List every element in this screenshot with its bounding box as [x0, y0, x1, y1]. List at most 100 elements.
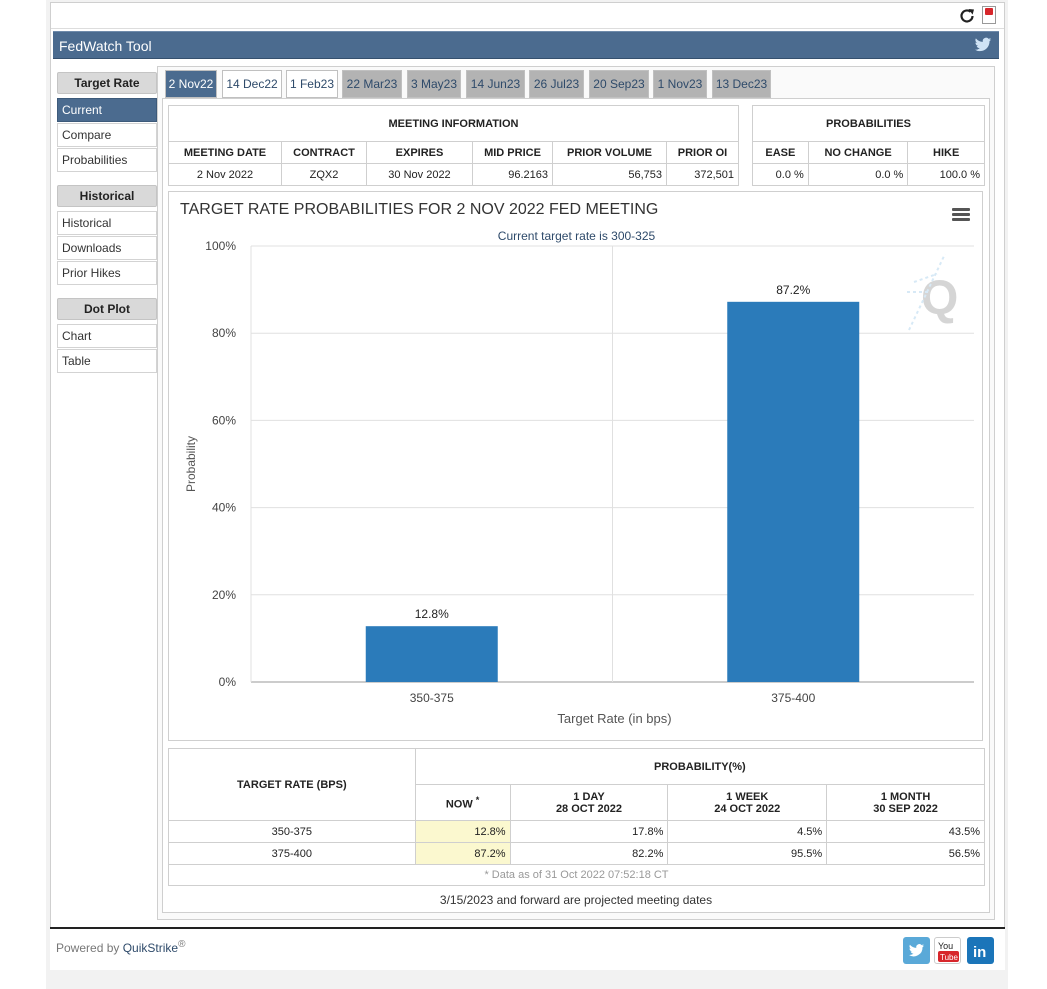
y-tick-label: 20%	[212, 588, 236, 602]
sidebar-item-current[interactable]: Current	[57, 98, 157, 122]
tab-14-jun23[interactable]: 14 Jun23	[466, 70, 525, 98]
projected-dates-note: 3/15/2023 and forward are projected meet…	[439, 893, 713, 907]
y-axis-label: Probability	[184, 436, 198, 492]
sidebar-item-probabilities[interactable]: Probabilities	[57, 148, 157, 172]
tab-3-may23[interactable]: 3 May23	[407, 70, 461, 98]
one-week-cell: 4.5%	[667, 820, 828, 843]
svg-text:Q: Q	[921, 272, 958, 325]
tab-26-jul23[interactable]: 26 Jul23	[529, 70, 584, 98]
sidebar: Target Rate Current Compare Probabilitie…	[57, 68, 157, 374]
top-toolbar	[51, 3, 1004, 29]
footer: Powered by QuikStrike® You Tube in	[50, 927, 1005, 970]
bar	[365, 626, 498, 682]
prior-oi-value: 372,501	[666, 163, 739, 186]
prior-volume-value: 56,753	[552, 163, 667, 186]
col-mid-price: MID PRICE	[472, 141, 553, 164]
contract-value: ZQX2	[281, 163, 367, 186]
tab-14-dec22[interactable]: 14 Dec22	[222, 70, 282, 98]
twitter-icon[interactable]	[974, 37, 992, 53]
linkedin-icon[interactable]: in	[967, 937, 994, 964]
sidebar-item-chart[interactable]: Chart	[57, 324, 157, 348]
tab-20-sep23[interactable]: 20 Sep23	[589, 70, 649, 98]
y-tick-label: 40%	[212, 501, 236, 515]
sidebar-item-prior-hikes[interactable]: Prior Hikes	[57, 261, 157, 285]
y-tick-label: 100%	[205, 239, 236, 253]
y-tick-label: 0%	[219, 675, 237, 689]
one-month-cell: 43.5%	[826, 820, 985, 843]
tab-22-mar23[interactable]: 22 Mar23	[342, 70, 402, 98]
sidebar-item-downloads[interactable]: Downloads	[57, 236, 157, 260]
one-month-header: 1 MONTH 30 SEP 2022	[826, 784, 985, 821]
rate-cell: 350-375	[168, 820, 416, 843]
now-cell: 87.2%	[414, 842, 511, 865]
no-change-value: 0.0 %	[807, 163, 909, 186]
col-expires: EXPIRES	[366, 141, 473, 164]
col-contract: CONTRACT	[281, 141, 367, 164]
col-prior-oi: PRIOR OI	[666, 141, 739, 164]
now-header: NOW *	[414, 784, 511, 821]
sidebar-item-historical[interactable]: Historical	[57, 211, 157, 235]
svg-text:Tube: Tube	[940, 953, 958, 962]
twitter-footer-icon[interactable]	[903, 937, 930, 964]
sidebar-heading-historical: Historical	[57, 185, 157, 207]
sidebar-item-table[interactable]: Table	[57, 349, 157, 373]
expires-value: 30 Nov 2022	[366, 163, 473, 186]
svg-text:You: You	[938, 941, 953, 951]
probability-table: TARGET RATE (BPS) PROBABILITY(%) NOW * 1…	[168, 748, 986, 865]
tab-1-nov23[interactable]: 1 Nov23	[653, 70, 707, 98]
sidebar-item-compare[interactable]: Compare	[57, 123, 157, 147]
one-day-cell: 82.2%	[509, 842, 669, 865]
bar	[727, 301, 860, 682]
meeting-date-value: 2 Nov 2022	[168, 163, 282, 186]
data-label: 12.8%	[415, 607, 449, 621]
chart-title: TARGET RATE PROBABILITIES FOR 2 NOV 2022…	[180, 201, 659, 218]
target-rate-header: TARGET RATE (BPS)	[168, 748, 416, 821]
tab-1-feb23[interactable]: 1 Feb23	[286, 70, 338, 98]
svg-text:in: in	[973, 944, 986, 961]
col-meeting-date: MEETING DATE	[168, 141, 282, 164]
one-week-header: 1 WEEK 24 OCT 2022	[667, 784, 828, 821]
sidebar-heading-target-rate: Target Rate	[57, 72, 157, 94]
col-no-change: NO CHANGE	[807, 141, 909, 164]
data-label: 87.2%	[776, 283, 810, 297]
ease-value: 0.0 %	[752, 163, 809, 186]
app-title: FedWatch Tool	[59, 38, 152, 54]
pdf-icon[interactable]	[982, 6, 996, 24]
meeting-info-table: MEETING INFORMATION MEETING DATE CONTRAC…	[168, 105, 739, 186]
probabilities-table: PROBABILITIES EASE NO CHANGE HIKE 0.0 % …	[752, 105, 985, 186]
data-timestamp-note: * Data as of 31 Oct 2022 07:52:18 CT	[168, 864, 985, 886]
mid-price-value: 96.2163	[472, 163, 553, 186]
bar-chart: Q 0% 20% 40% 60% 80% 100% 12.8% 350-375 87.2% 375…	[184, 239, 974, 726]
one-month-cell: 56.5%	[826, 842, 985, 865]
hike-value: 100.0 %	[907, 163, 985, 186]
table-row: 375-400 87.2% 82.2% 95.5% 56.5%	[168, 842, 985, 865]
chart-subtitle: Current target rate is 300-325	[497, 229, 656, 243]
sidebar-heading-dot-plot: Dot Plot	[57, 298, 157, 320]
col-ease: EASE	[752, 141, 809, 164]
app-titlebar: FedWatch Tool	[53, 31, 999, 59]
chart-container: TARGET RATE PROBABILITIES FOR 2 NOV 2022…	[168, 191, 983, 741]
one-day-header: 1 DAY 28 OCT 2022	[509, 784, 669, 821]
powered-by: Powered by QuikStrike®	[56, 939, 186, 955]
x-tick-label: 350-375	[410, 691, 454, 705]
y-tick-label: 60%	[212, 413, 236, 427]
one-day-cell: 17.8%	[509, 820, 669, 843]
probabilities-heading: PROBABILITIES	[752, 105, 985, 142]
meeting-info-heading: MEETING INFORMATION	[168, 105, 739, 142]
one-week-cell: 95.5%	[667, 842, 828, 865]
quikstrike-logo: Q	[907, 253, 958, 331]
col-hike: HIKE	[907, 141, 985, 164]
now-cell: 12.8%	[414, 820, 511, 843]
quikstrike-link[interactable]: QuikStrike	[122, 941, 179, 955]
tab-2-nov22[interactable]: 2 Nov22	[165, 70, 217, 98]
refresh-icon[interactable]	[958, 7, 976, 25]
probability-header: PROBABILITY(%)	[414, 748, 986, 785]
youtube-icon[interactable]: You Tube	[934, 937, 961, 964]
y-tick-label: 80%	[212, 326, 236, 340]
rate-cell: 375-400	[168, 842, 416, 865]
now-footnote-mark: *	[475, 794, 480, 805]
menu-icon[interactable]	[952, 208, 970, 222]
table-row: 350-375 12.8% 17.8% 4.5% 43.5%	[168, 820, 985, 843]
tab-13-dec23[interactable]: 13 Dec23	[712, 70, 771, 98]
x-tick-label: 375-400	[771, 691, 815, 705]
